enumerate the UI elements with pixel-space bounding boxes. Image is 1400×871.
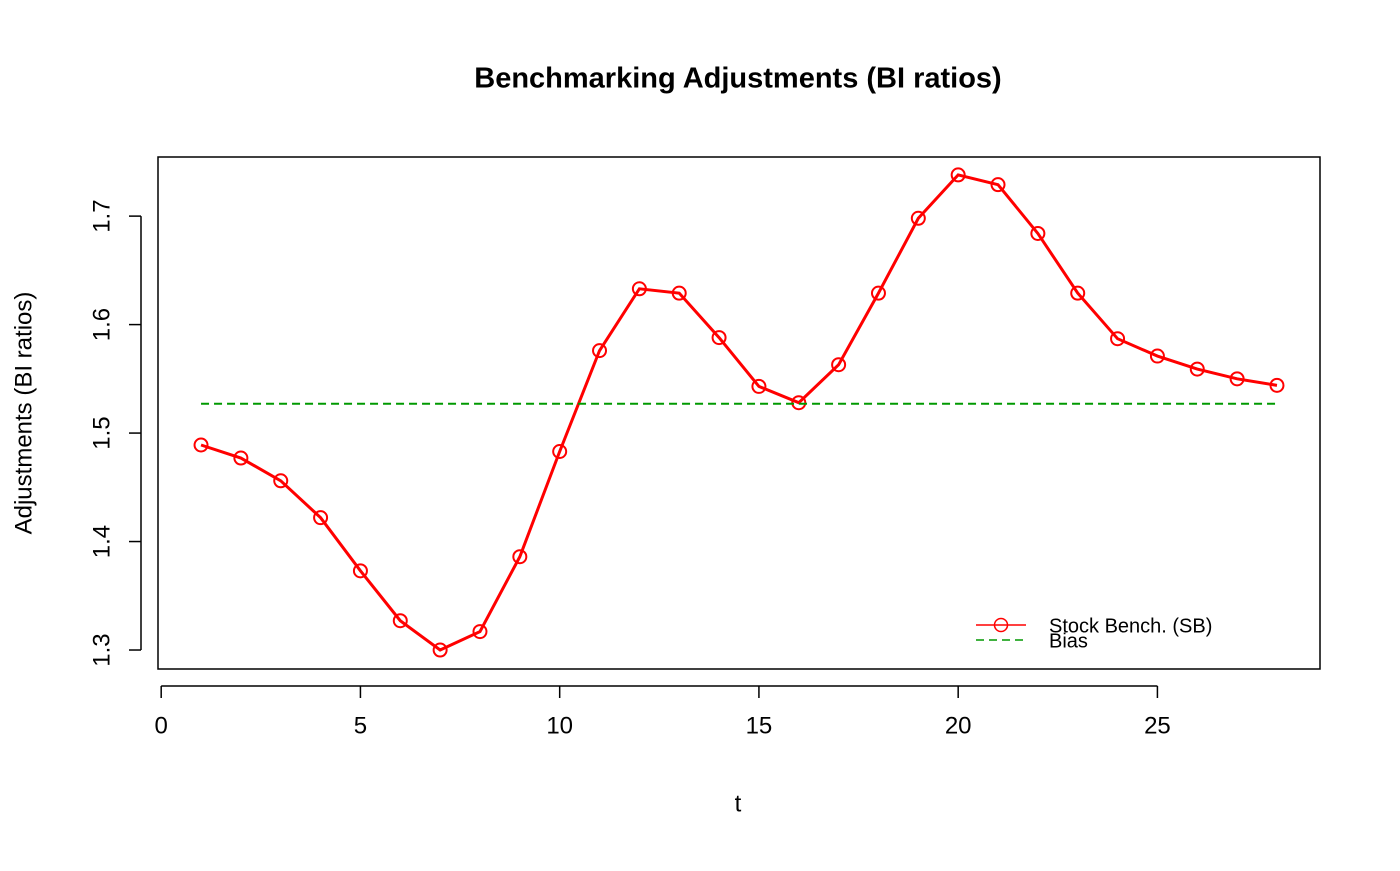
data-point [1149,348,1165,364]
data-point [831,357,847,373]
legend-marker [993,617,1009,633]
data-point [950,167,966,183]
data-point [990,177,1006,193]
x-tick-label: 0 [155,712,168,739]
series-line [200,173,1278,652]
y-tick-label: 1.7 [88,199,115,232]
data-point [910,210,926,226]
data-point [751,378,767,394]
data-point [1110,331,1126,347]
data-point [193,437,209,453]
data-point [631,281,647,297]
data-point [233,450,249,466]
data-point [352,563,368,579]
x-tick-label: 25 [1144,712,1171,739]
data-point [552,444,568,460]
data-point [592,343,608,359]
data-point [1229,371,1245,387]
x-tick-label: 10 [546,712,573,739]
data-point [1030,225,1046,241]
plot-frame [157,156,1321,670]
data-point [1189,361,1205,377]
data-point [273,473,289,489]
y-tick-label: 1.5 [88,416,115,449]
y-tick-label: 1.4 [88,525,115,558]
x-tick-label: 5 [354,712,367,739]
chart-title: Benchmarking Adjustments (BI ratios) [474,63,1001,95]
data-point [1269,377,1285,393]
data-point [791,395,807,411]
data-point [671,285,687,301]
x-tick-label: 15 [746,712,773,739]
data-point [870,285,886,301]
legend-label: Stock Bench. (SB) [1049,615,1212,637]
data-point [472,624,488,640]
y-tick-label: 1.6 [88,308,115,341]
legend-label: Bias [1049,630,1088,652]
data-point [392,613,408,629]
y-tick-label: 1.3 [88,633,115,666]
data-point [711,330,727,346]
data-point [512,549,528,565]
data-point [313,510,329,526]
x-axis-label: t [735,790,742,817]
x-tick-label: 20 [945,712,972,739]
data-point [1070,285,1086,301]
data-point [432,642,448,658]
y-axis-label: Adjustments (BI ratios) [10,292,37,535]
